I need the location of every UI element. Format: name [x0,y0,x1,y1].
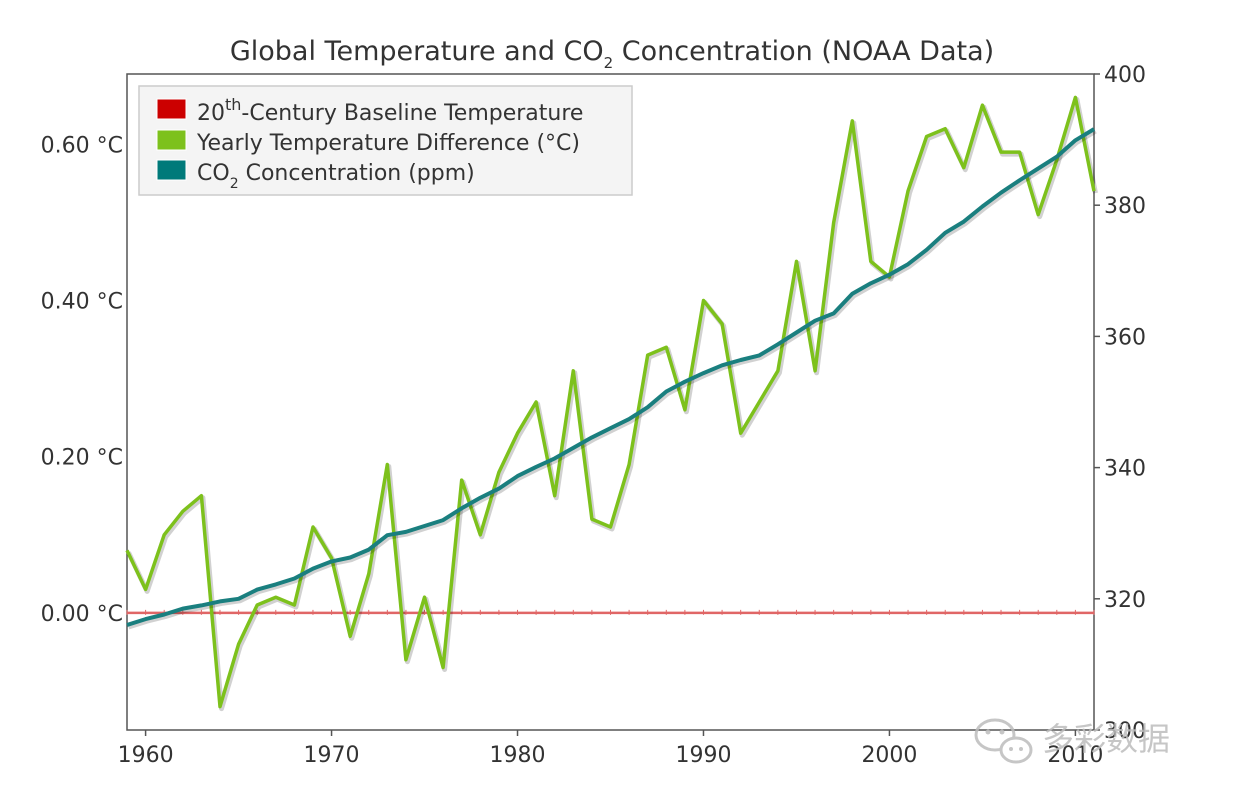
x-tick-label: 2010 [1047,743,1103,768]
y-right-tick-label: 360 [1104,325,1146,350]
y-right-tick-label: 340 [1104,457,1146,482]
y-left-tick-label: 0.40 °C [41,289,123,314]
baseline-series [126,609,1095,615]
chart-title-subscript: 2 [604,54,614,72]
series-shadow [127,128,1097,630]
y-axis-right: 300 320 340 360 380 400 [1094,63,1146,744]
x-tick-label: 1980 [490,743,546,768]
y-left-tick-label: 0.00 °C [41,602,123,627]
legend-swatch-baseline [156,98,187,120]
x-tick-label: 2000 [861,743,917,768]
legend-swatch-co2 [156,159,187,181]
wechat-icon [974,718,1033,764]
legend-label-baseline[interactable]: 20th-Century Baseline Temperature [197,95,583,126]
x-tick-label: 1960 [118,743,174,768]
chart-title: Global Temperature and CO2 Concentration… [230,36,994,72]
series-layer [125,95,1098,712]
y-axis-left: 0.00 °C 0.20 °C 0.40 °C 0.60 °C [41,133,123,627]
co2-line [126,127,1096,627]
legend-box [138,85,633,196]
x-axis: 1960 1970 1980 1990 2000 2010 [118,730,1103,768]
legend-label-co2[interactable]: CO2 Concentration (ppm) [197,161,475,192]
y-right-tick-label: 380 [1104,194,1146,219]
chart-title-suffix: Concentration (NOAA Data) [613,36,994,67]
y-left-tick-label: 0.60 °C [41,133,123,158]
legend-swatch-temperature [156,129,187,151]
temperature-series [125,95,1098,712]
watermark: 多彩数据 [974,718,1170,764]
temperature-line [125,95,1096,709]
co2-series [126,127,1097,630]
y-left-tick-label: 0.20 °C [41,446,123,471]
y-right-tick-label: 300 [1104,719,1146,744]
chart-title-prefix: Global Temperature and CO [230,36,604,67]
x-tick-label: 1990 [675,743,731,768]
y-right-tick-label: 320 [1104,588,1146,613]
y-right-tick-label: 400 [1104,63,1146,88]
legend[interactable]: 20th-Century Baseline Temperature Yearly… [138,85,633,196]
x-tick-label: 1970 [304,743,360,768]
legend-label-temperature[interactable]: Yearly Temperature Difference (°C) [196,131,580,156]
plot-area [126,73,1095,731]
watermark-text: 多彩数据 [1042,720,1170,758]
